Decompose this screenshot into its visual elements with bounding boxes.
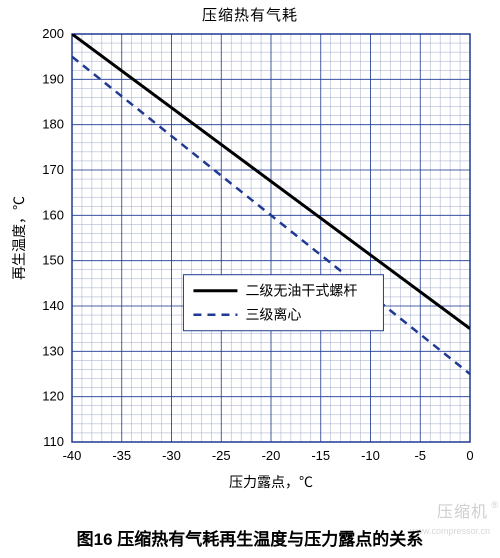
watermark-reg: ® bbox=[491, 500, 498, 510]
x-axis-label: 压力露点，℃ bbox=[229, 474, 313, 490]
legend-label-0: 二级无油干式螺杆 bbox=[245, 283, 357, 299]
y-tick-label: 170 bbox=[42, 162, 64, 177]
chart-svg: -40 -35 -30 -25 -20 -15 -10 -5 0 110 120 130 140 150 1… bbox=[0, 24, 500, 514]
x-tick-label: -30 bbox=[162, 448, 181, 463]
chart-title: 压缩热有气耗 bbox=[0, 4, 500, 25]
x-tick-label: -35 bbox=[112, 448, 131, 463]
y-tick-label: 140 bbox=[42, 298, 64, 313]
y-tick-label: 160 bbox=[42, 207, 64, 222]
y-axis-label: 再生温度，℃ bbox=[11, 196, 27, 280]
y-tick-label: 150 bbox=[42, 253, 64, 268]
y-tick-label: 190 bbox=[42, 71, 64, 86]
figure-container: 压缩热有气耗 -40 -35 -30 -25 -20 -15 -10 -5 0 110 120 130… bbox=[0, 0, 500, 558]
legend-label-1: 三级离心 bbox=[245, 307, 301, 323]
x-tick-label: -40 bbox=[63, 448, 82, 463]
x-tick-label: -5 bbox=[414, 448, 426, 463]
y-tick-label: 200 bbox=[42, 26, 64, 41]
figure-caption: 图16 压缩热有气耗再生温度与压力露点的关系 bbox=[0, 525, 500, 550]
y-tick-label: 180 bbox=[42, 117, 64, 132]
y-tick-label: 110 bbox=[43, 434, 64, 449]
y-tick-label: 130 bbox=[42, 343, 64, 358]
x-tick-label: -20 bbox=[262, 448, 281, 463]
y-tick-label: 120 bbox=[42, 389, 64, 404]
watermark-main: 压缩机 bbox=[437, 498, 488, 522]
x-tick-label: -15 bbox=[311, 448, 330, 463]
x-tick-label: -10 bbox=[361, 448, 380, 463]
x-tick-label: -25 bbox=[212, 448, 231, 463]
x-tick-label: 0 bbox=[466, 448, 473, 463]
